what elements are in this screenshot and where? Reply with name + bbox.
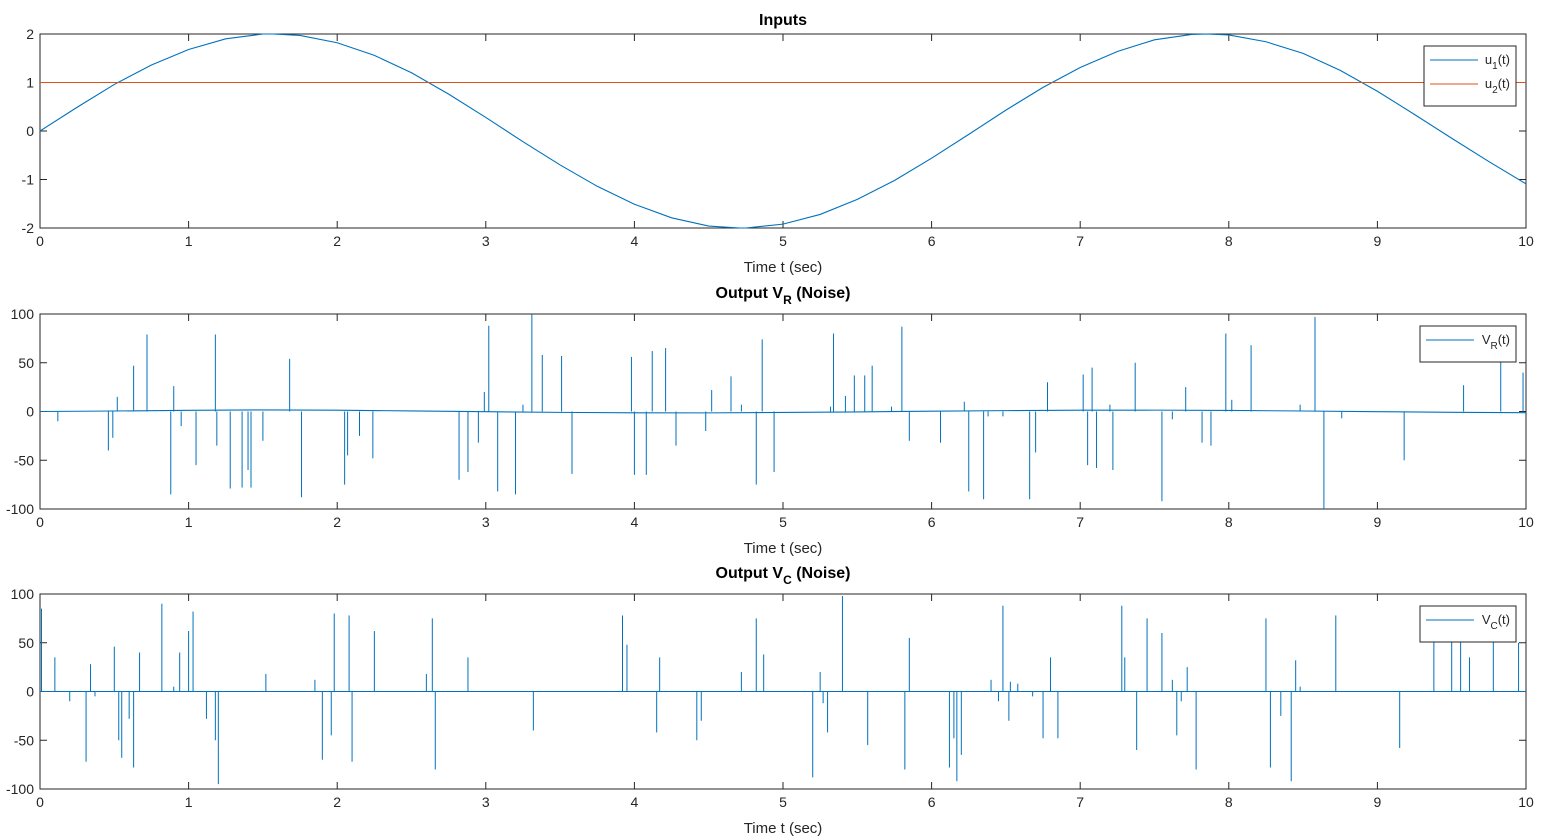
x-tick-label: 5 [779, 233, 787, 249]
legend-label: u2(t) [1485, 76, 1510, 96]
y-tick-label: 100 [11, 306, 35, 322]
x-tick-label: 6 [928, 233, 936, 249]
x-tick-label: 6 [928, 514, 936, 530]
x-tick-label: 1 [185, 514, 193, 530]
x-tick-label: 9 [1374, 233, 1382, 249]
x-tick-label: 6 [928, 794, 936, 810]
x-tick-label: 8 [1225, 233, 1233, 249]
x-tick-label: 2 [333, 794, 341, 810]
legend-box [1419, 605, 1517, 643]
legend: VR(t) [1419, 325, 1517, 363]
y-tick-label: 2 [26, 26, 34, 42]
subplot-3: Output VC (Noise) 0 1 2 3 4 5 6 7 8 9 10 -100 -50 0 50 1… [6, 565, 1534, 837]
y-tick-label: -100 [6, 501, 34, 517]
y-tick-label: 50 [18, 355, 34, 371]
x-tick-label: 8 [1225, 794, 1233, 810]
x-tick-label: 10 [1518, 233, 1534, 249]
y-tick-label: -2 [22, 220, 35, 236]
x-tick-label: 4 [631, 233, 639, 249]
y-tick-label: -100 [6, 781, 34, 797]
x-axis-label: Time t (sec) [744, 820, 823, 837]
y-tick-label: -50 [14, 452, 34, 468]
chart-title: Output VC (Noise) [716, 565, 851, 587]
x-tick-label: 0 [36, 233, 44, 249]
legend-label: u1(t) [1485, 52, 1510, 72]
x-tick-label: 10 [1518, 514, 1534, 530]
x-tick-label: 10 [1518, 794, 1534, 810]
legend-label: VC(t) [1482, 612, 1510, 632]
x-tick-label: 0 [36, 514, 44, 530]
baseline-line [39, 409, 1527, 414]
x-tick-label: 7 [1076, 514, 1084, 530]
y-tick-label: 100 [11, 586, 35, 602]
x-axis-label: Time t (sec) [744, 259, 823, 276]
x-tick-label: 7 [1076, 794, 1084, 810]
legend-label: VR(t) [1482, 332, 1510, 352]
x-tick-label: 2 [333, 233, 341, 249]
y-tick-label: 0 [26, 404, 34, 420]
legend-box [1419, 325, 1517, 363]
y-tick-label: 1 [26, 75, 34, 91]
x-tick-label: 3 [482, 233, 490, 249]
axes-box [39, 33, 1527, 229]
series-line-1 [39, 33, 1527, 229]
x-tick-label: 9 [1374, 794, 1382, 810]
y-tick-label: 0 [26, 123, 34, 139]
x-tick-label: 0 [36, 794, 44, 810]
x-tick-label: 3 [482, 514, 490, 530]
x-tick-label: 1 [185, 233, 193, 249]
chart-title: Inputs [759, 12, 807, 29]
y-tick-label: -50 [14, 732, 34, 748]
y-tick-label: 50 [18, 635, 34, 651]
x-tick-label: 8 [1225, 514, 1233, 530]
y-tick-label: 0 [26, 684, 34, 700]
legend-box [1423, 45, 1517, 107]
x-tick-label: 3 [482, 794, 490, 810]
x-tick-label: 5 [779, 794, 787, 810]
chart-title: Output VR (Noise) [716, 285, 851, 307]
legend: u1(t) u2(t) [1423, 45, 1517, 107]
x-tick-label: 2 [333, 514, 341, 530]
x-tick-label: 4 [631, 794, 639, 810]
subplot-2: Output VR (Noise) 0 1 2 3 4 5 6 7 8 9 10 -100 -50 0 50 1… [6, 285, 1534, 557]
x-tick-label: 7 [1076, 233, 1084, 249]
x-tick-label: 9 [1374, 514, 1382, 530]
x-axis-label: Time t (sec) [744, 540, 823, 557]
legend: VC(t) [1419, 605, 1517, 643]
y-tick-label: -1 [22, 172, 35, 188]
x-tick-label: 4 [631, 514, 639, 530]
x-tick-label: 5 [779, 514, 787, 530]
x-tick-label: 1 [185, 794, 193, 810]
subplot-1: Inputs 0 1 2 3 4 5 6 7 8 9 10 -2 -1 0 1 2 Time t (sec) u1(… [22, 12, 1534, 276]
axes-box [39, 313, 1527, 510]
